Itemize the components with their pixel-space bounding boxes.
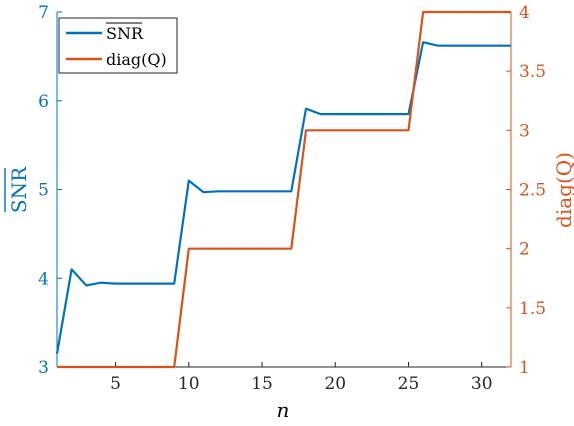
right-y-tick-label: 3.5 (519, 62, 546, 82)
x-tick-label: 10 (178, 374, 200, 394)
x-tick-label: 30 (471, 374, 493, 394)
left-y-tick-label: 3 (38, 358, 49, 378)
right-y-tick-label: 1.5 (519, 299, 546, 319)
legend-box (58, 17, 178, 74)
right-y-tick-label: 2.5 (519, 181, 546, 201)
legend: SNR diag(Q) (58, 17, 178, 74)
right-y-tick-label: 2 (519, 240, 530, 260)
left-y-tick-label: 7 (38, 3, 49, 23)
series-line-diagq (57, 10, 511, 369)
left-y-axis-label: SNR (7, 166, 31, 213)
series-line-snr (55, 41, 511, 354)
right-y-tick-label: 1 (519, 358, 530, 378)
legend-label-diagq: diag(Q) (106, 50, 167, 69)
x-tick-label: 5 (110, 374, 121, 394)
left-y-tick-label: 4 (38, 269, 49, 289)
x-tick-label: 25 (398, 374, 420, 394)
x-tick-label: 15 (251, 374, 273, 394)
x-tick-label: 20 (324, 374, 346, 394)
legend-label-snr: SNR (106, 24, 144, 43)
left-y-tick-label: 5 (38, 181, 49, 201)
series-layer (55, 10, 511, 369)
right-y-axis-label: diag(Q) (552, 152, 574, 228)
x-axis-label: n (277, 398, 290, 422)
left-y-tick-label: 6 (38, 92, 49, 112)
left-y-axis-label-group: SNR (4, 166, 31, 213)
right-y-tick-label: 4 (519, 3, 530, 23)
tick-labels: 5 10 15 20 25 30 3 4 5 6 7 1 1.5 2 2.5 3 3.5 4 (38, 3, 546, 394)
right-y-tick-label: 3 (519, 121, 530, 141)
right-y-axis-label-group: diag(Q) (552, 152, 574, 228)
